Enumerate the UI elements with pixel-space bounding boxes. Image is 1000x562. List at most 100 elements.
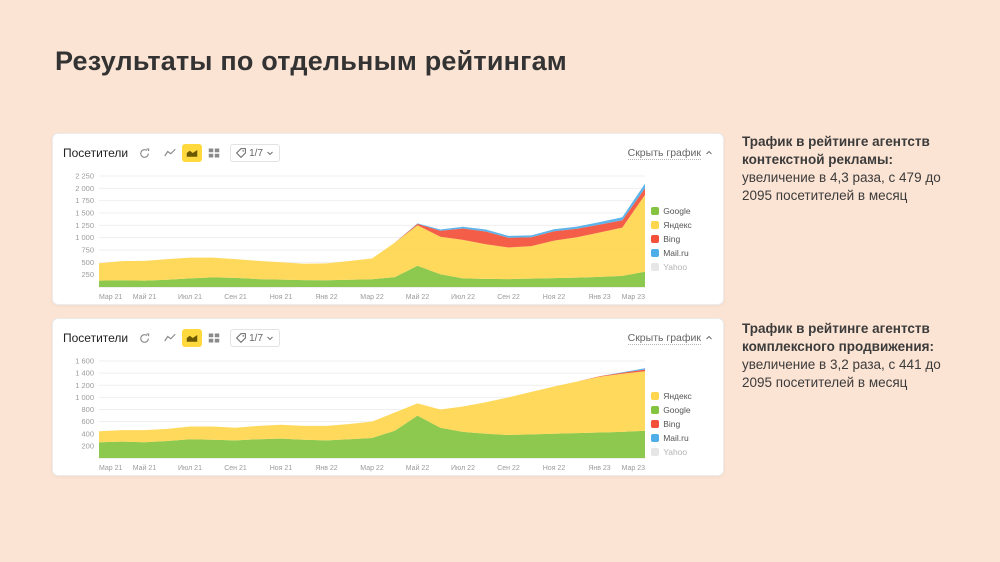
legend-color-dot — [651, 263, 660, 271]
line-chart-button[interactable] — [160, 329, 180, 347]
svg-text:Мар 22: Мар 22 — [360, 294, 384, 301]
svg-text:Мар 23: Мар 23 — [622, 465, 646, 472]
svg-text:750: 750 — [81, 246, 94, 255]
svg-text:200: 200 — [81, 441, 94, 450]
svg-text:Июл 21: Июл 21 — [178, 294, 202, 301]
legend-label: Bing — [663, 234, 681, 244]
svg-text:Июл 22: Июл 22 — [451, 465, 475, 472]
legend-item-bing[interactable]: Bing — [651, 234, 713, 244]
metric-pager-dropdown[interactable]: 1/7 — [230, 329, 281, 347]
metric-title: Посетители — [63, 146, 129, 160]
svg-text:Май 22: Май 22 — [406, 293, 430, 301]
svg-text:1 500: 1 500 — [75, 209, 94, 218]
svg-text:1 000: 1 000 — [75, 233, 94, 242]
table-view-button[interactable] — [204, 144, 224, 162]
svg-text:1 400: 1 400 — [75, 369, 94, 378]
note-title: Трафик в рейтинге агентств комплексного … — [742, 321, 934, 354]
legend-item-mail-ru[interactable]: Mail.ru — [651, 248, 713, 258]
hide-chart-label: Скрыть график — [627, 331, 701, 345]
svg-text:Май 21: Май 21 — [133, 464, 157, 472]
svg-text:Янв 22: Янв 22 — [315, 294, 337, 301]
svg-text:Июл 21: Июл 21 — [178, 465, 202, 472]
svg-text:400: 400 — [81, 429, 94, 438]
legend-label: Яндекс — [663, 220, 692, 230]
svg-text:800: 800 — [81, 405, 94, 414]
metric-pager-dropdown[interactable]: 1/7 — [230, 144, 281, 162]
hide-chart-button[interactable]: Скрыть график — [627, 331, 713, 345]
legend-color-dot — [651, 249, 660, 257]
svg-text:Сен 21: Сен 21 — [224, 294, 247, 301]
svg-text:600: 600 — [81, 417, 94, 426]
legend-item-google[interactable]: Google — [651, 206, 713, 216]
svg-text:1 200: 1 200 — [75, 381, 94, 390]
legend-label: Google — [663, 405, 691, 415]
chart-type-switcher — [160, 144, 224, 162]
hide-chart-button[interactable]: Скрыть график — [627, 146, 713, 160]
chevron-up-icon — [706, 150, 712, 155]
svg-text:Ноя 21: Ноя 21 — [270, 465, 293, 472]
tag-icon — [236, 333, 246, 343]
legend-item-bing[interactable]: Bing — [651, 419, 713, 429]
legend-label: Bing — [663, 419, 681, 429]
svg-text:1 600: 1 600 — [75, 357, 94, 366]
svg-text:Мар 21: Мар 21 — [99, 294, 123, 301]
legend-color-dot — [651, 392, 660, 400]
chart-area: 200 400 600 800 1 000 1 200 1 400 1 600 Мар 21 Ма… — [63, 353, 713, 473]
chart-legend: Яндекс Google Bing Mail.ru Yahoo — [651, 353, 713, 457]
svg-text:Сен 21: Сен 21 — [224, 465, 247, 472]
legend-label: Яндекс — [663, 391, 692, 401]
table-view-button[interactable] — [204, 329, 224, 347]
svg-text:Сен 22: Сен 22 — [497, 465, 520, 472]
traffic-area-chart: 200 400 600 800 1 000 1 200 1 400 1 600 Мар 21 Ма… — [75, 357, 646, 473]
svg-text:2 000: 2 000 — [75, 184, 94, 193]
legend-color-dot — [651, 448, 660, 456]
svg-text:1 750: 1 750 — [75, 196, 94, 205]
page-title: Результаты по отдельным рейтингам — [55, 46, 567, 76]
chart-area: 250 500 750 1 000 1 250 1 500 1 750 2 000 2 250 М… — [63, 168, 713, 302]
chart-type-switcher — [160, 329, 224, 347]
area-chart-button[interactable] — [182, 329, 203, 347]
chevron-down-icon — [267, 336, 273, 341]
svg-text:Ноя 22: Ноя 22 — [543, 465, 566, 472]
hide-chart-label: Скрыть график — [627, 146, 701, 160]
legend-item-yahoo[interactable]: Yahoo — [651, 447, 713, 457]
svg-text:1 250: 1 250 — [75, 221, 94, 230]
legend-item-яндекс[interactable]: Яндекс — [651, 391, 713, 401]
legend-item-google[interactable]: Google — [651, 405, 713, 415]
legend-color-dot — [651, 420, 660, 428]
svg-text:Май 21: Май 21 — [133, 293, 157, 301]
svg-text:Май 22: Май 22 — [406, 464, 430, 472]
legend-item-яндекс[interactable]: Яндекс — [651, 220, 713, 230]
svg-text:Мар 21: Мар 21 — [99, 465, 123, 472]
svg-text:Мар 23: Мар 23 — [622, 294, 646, 301]
legend-label: Yahoo — [663, 262, 688, 272]
legend-label: Yahoo — [663, 447, 688, 457]
svg-text:500: 500 — [81, 258, 94, 267]
legend-color-dot — [651, 221, 660, 229]
note-body: увеличение в 3,2 раза, с 441 до 2095 пос… — [742, 356, 941, 390]
chevron-down-icon — [267, 151, 273, 156]
svg-text:Июл 22: Июл 22 — [451, 294, 475, 301]
refresh-icon[interactable] — [134, 329, 154, 347]
legend-label: Google — [663, 206, 691, 216]
svg-text:Ноя 21: Ноя 21 — [270, 294, 293, 301]
svg-text:Сен 22: Сен 22 — [497, 294, 520, 301]
legend-color-dot — [651, 207, 660, 215]
traffic-panel-complex-seo: Посетители 1/7 — [52, 318, 724, 476]
svg-text:1 000: 1 000 — [75, 393, 94, 402]
note-body: увеличение в 4,3 раза, с 479 до 2095 пос… — [742, 169, 941, 203]
traffic-panel-context-ads: Посетители 1/7 — [52, 133, 724, 305]
svg-text:Янв 23: Янв 23 — [588, 294, 610, 301]
svg-text:Ноя 22: Ноя 22 — [543, 294, 566, 301]
svg-text:Янв 22: Янв 22 — [315, 465, 337, 472]
refresh-icon[interactable] — [134, 144, 154, 162]
legend-item-yahoo[interactable]: Yahoo — [651, 262, 713, 272]
pager-value: 1/7 — [249, 147, 264, 159]
svg-text:Мар 22: Мар 22 — [360, 465, 384, 472]
chart-toolbar: Посетители 1/7 — [63, 327, 713, 349]
line-chart-button[interactable] — [160, 144, 180, 162]
metric-title: Посетители — [63, 331, 129, 345]
area-chart-button[interactable] — [182, 144, 203, 162]
legend-item-mail-ru[interactable]: Mail.ru — [651, 433, 713, 443]
note-context-ads: Трафик в рейтинге агентств контекстной р… — [742, 133, 970, 205]
